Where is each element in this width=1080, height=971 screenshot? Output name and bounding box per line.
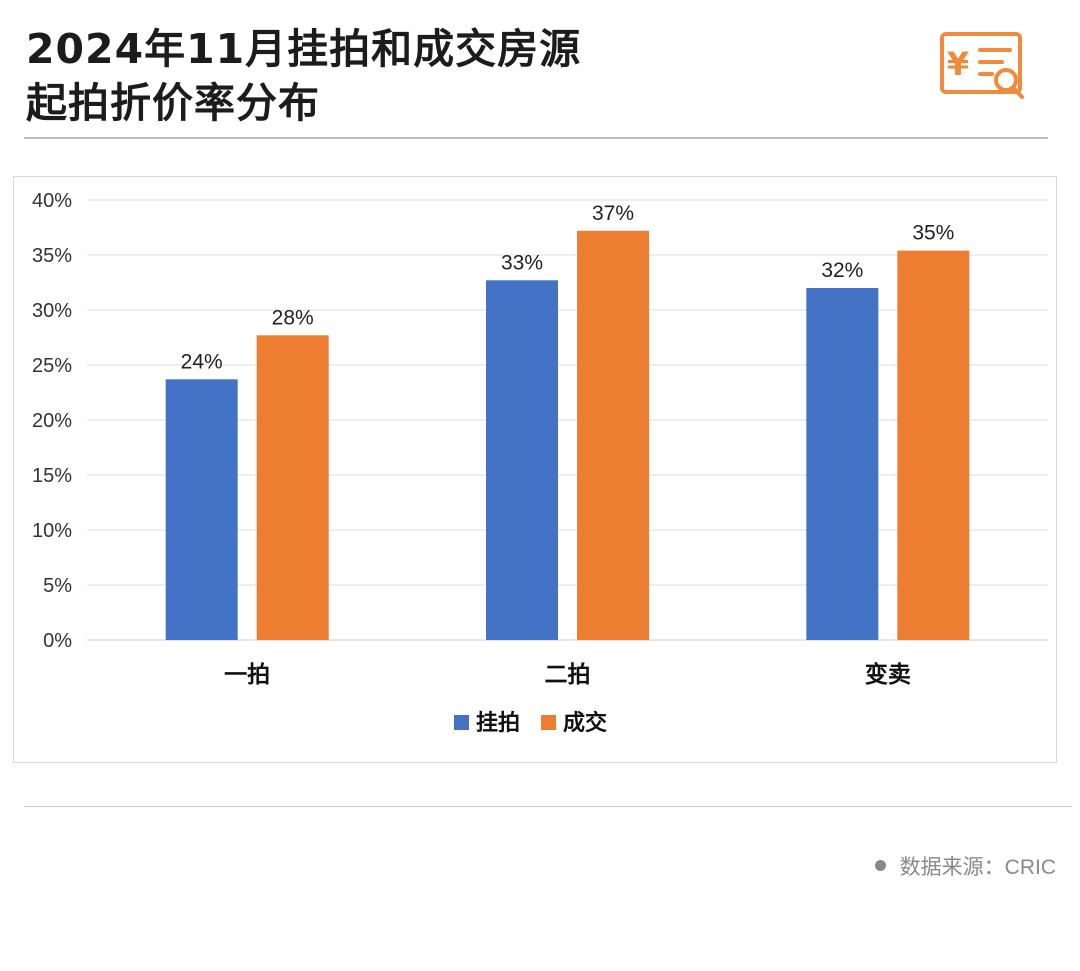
data-label: 35% [912,222,954,245]
chart-title-line-2: 起拍折价率分布 [26,79,320,127]
y-tick-label: 15% [32,465,72,487]
title-divider [24,137,1048,139]
legend-swatch [541,715,556,730]
data-label: 33% [501,251,543,274]
legend-label: 成交 [563,710,607,736]
y-tick-label: 20% [32,410,72,432]
bar [165,379,238,640]
y-tick-label: 25% [32,355,72,377]
chart-title-line-1: 2024年11月挂拍和成交房源 [26,25,582,73]
data-label: 32% [821,259,863,282]
chart-panel: 0% 5% 10% 15% 20% 25% 30% 35% 40% 24% 28% 一拍 33% 37% 二… [13,176,1057,763]
legend-swatch [454,715,469,730]
footer-divider [24,806,1072,807]
bullet-icon [874,860,886,871]
bar [897,250,970,640]
x-tick-label: 变卖 [865,661,911,688]
chart-title: 2024年11月挂拍和成交房源 起拍折价率分布 [26,22,581,130]
source-label: 数据来源：CRIC [899,856,1056,879]
x-tick-label: 一拍 [224,662,270,688]
x-tick-label: 二拍 [545,662,591,688]
data-label: 37% [592,202,634,225]
y-tick-label: 5% [43,575,72,597]
bar [486,280,558,640]
source-note: 数据来源：CRIC [874,851,1056,881]
bar [577,230,649,641]
y-tick-label: 35% [32,245,72,267]
y-tick-label: 40% [32,190,72,212]
y-tick-label: 30% [32,300,72,322]
legend-label: 挂拍 [476,710,520,736]
bar [256,335,329,640]
receipt-yen-search-icon: ¥ [940,32,1024,99]
data-label: 24% [181,350,223,373]
data-label: 28% [272,306,314,329]
y-tick-label: 10% [32,520,72,542]
bar [806,288,879,640]
bar-chart: 0% 5% 10% 15% 20% 25% 30% 35% 40% 24% 28% 一拍 33% 37% 二… [32,190,1048,736]
y-tick-label: 0% [43,630,72,652]
svg-text:¥: ¥ [947,45,969,83]
